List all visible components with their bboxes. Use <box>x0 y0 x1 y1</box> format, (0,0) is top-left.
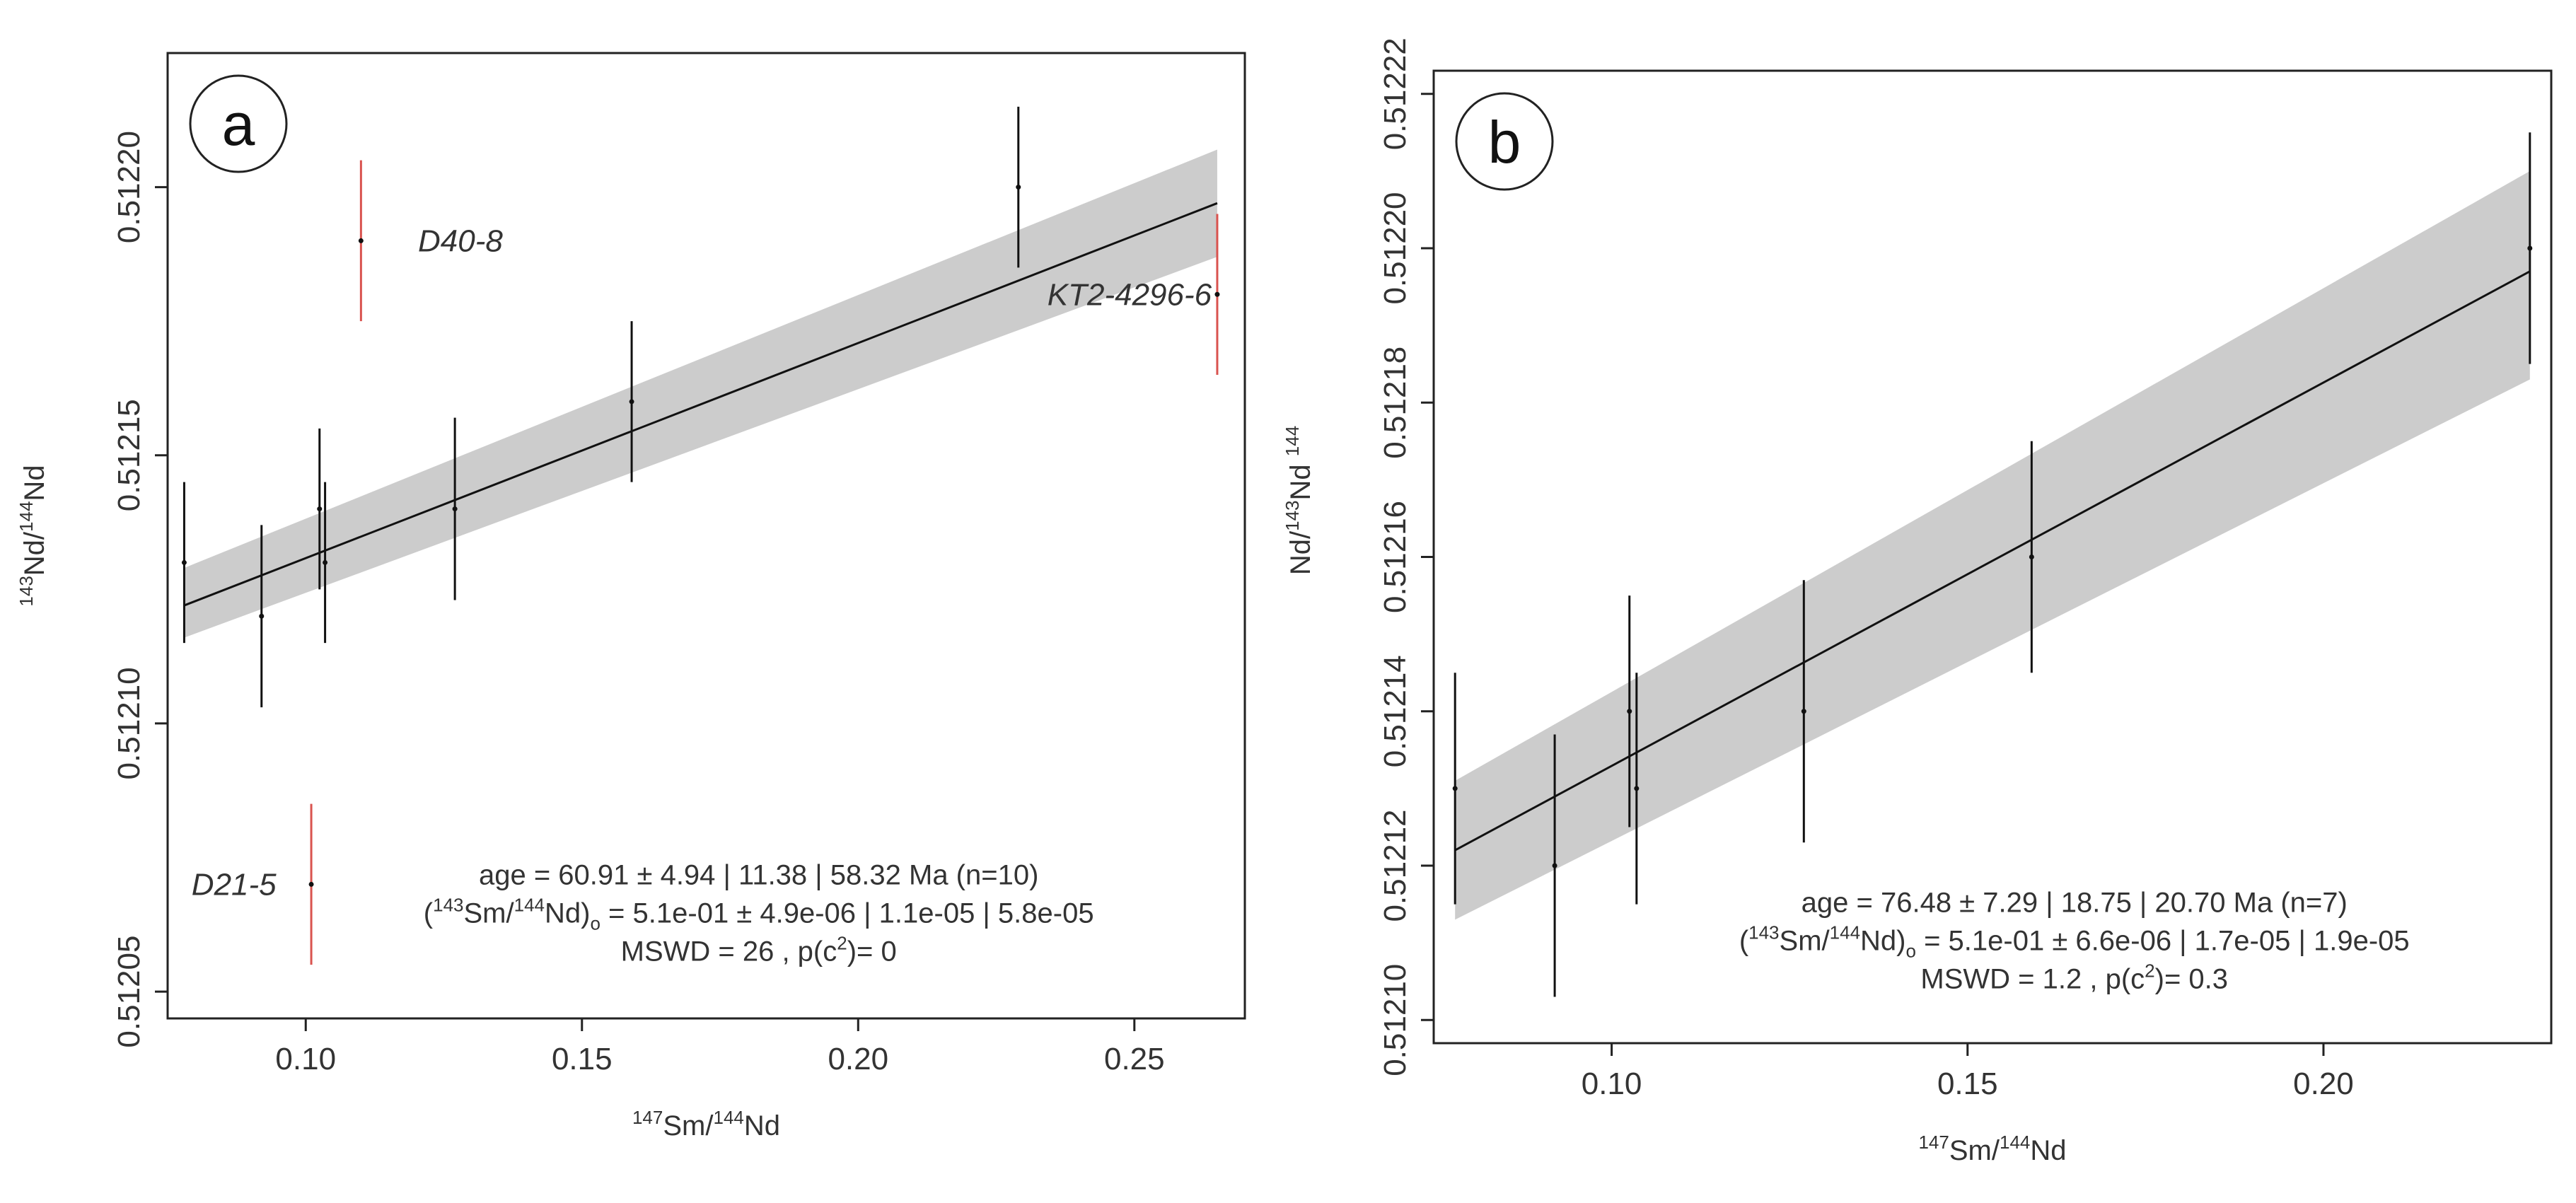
panel-b-data-point-5 <box>2029 554 2034 559</box>
x-title-base1: Sm/ <box>663 1110 714 1141</box>
panel-a-y-tick-label-0: 0.51205 <box>112 936 146 1048</box>
y-title-base1: Nd <box>1285 456 1316 500</box>
x-title-base2: Nd <box>744 1110 780 1141</box>
panel-b-y-tick-label-4: 0.51218 <box>1378 347 1412 459</box>
panel-b-data-point-2 <box>1627 709 1632 714</box>
panel-b-y-tick-label-1: 0.51212 <box>1378 809 1412 922</box>
mswd-a: MSWD = 1.2 , p(c <box>1920 963 2145 994</box>
mswd-b: )= 0.3 <box>2155 963 2228 994</box>
ratio-sup1: 143 <box>1748 922 1779 943</box>
y-title-sup2: 144 <box>16 501 37 532</box>
panel-a-x-tick-label-1: 0.15 <box>552 1042 613 1076</box>
panel-b: 0.10 0.15 0.20 0.51210 0.51212 0.51214 0.51216… <box>1282 37 2553 1166</box>
panel-b-stats-age: age = 76.48 ± 7.29 | 18.75 | 20.70 Ma (n… <box>1802 887 2348 918</box>
panel-a-data-point-4 <box>452 506 458 512</box>
panel-b-y-tick-label-2: 0.51214 <box>1378 655 1412 767</box>
panel-a: 0.10 0.15 0.20 0.25 0.51205 0.51210 0.51215 0.5… <box>16 52 1246 1141</box>
panel-a-y-tick-label-1: 0.51210 <box>112 667 146 779</box>
ratio-open: ( <box>1739 925 1749 956</box>
panel-b-y-tick-label-6: 0.51222 <box>1378 37 1412 150</box>
ratio-mid: Sm/ <box>464 897 515 929</box>
panel-b-data-point-1 <box>1552 863 1557 868</box>
panel-b-x-tick-label-2: 0.20 <box>2293 1067 2354 1101</box>
panel-b-y-tick-label-0: 0.51210 <box>1378 964 1412 1076</box>
panel-b-y-tick-label-3: 0.51216 <box>1378 501 1412 613</box>
panel-a-data-point-1 <box>259 613 265 619</box>
panel-b-data-point-6 <box>2527 245 2533 251</box>
panel-a-isochron-line <box>183 202 1218 607</box>
panel-a-letter: a <box>222 91 255 158</box>
panel-a-y-tick-label-2: 0.51215 <box>112 399 146 511</box>
panel-a-x-tick-label-3: 0.25 <box>1104 1042 1165 1076</box>
x-title-sup2: 144 <box>713 1107 743 1128</box>
panel-a-data-point-5 <box>629 399 634 405</box>
ratio-open: ( <box>424 897 434 929</box>
ratio-close: Nd) <box>1860 925 1905 956</box>
x-title-sup1: 147 <box>632 1107 663 1128</box>
panel-a-data-point-3 <box>323 559 328 565</box>
mswd-sup: 2 <box>837 932 847 953</box>
panel-a-data-point-0 <box>181 559 187 565</box>
panel-b-x-axis-title: 147Sm/144Nd <box>1918 1132 2066 1166</box>
panel-b-data-point-4 <box>1801 709 1806 714</box>
panel-a-x-axis-title: 147Sm/144Nd <box>632 1107 780 1141</box>
x-title-base2: Nd <box>2030 1135 2066 1166</box>
panel-a-data-point-6 <box>1016 185 1021 190</box>
panel-a-x-tick-label-2: 0.20 <box>828 1042 888 1076</box>
ratio-rest: = 5.1e-01 ± 6.6e-06 | 1.7e-05 | 1.9e-05 <box>1916 925 2410 956</box>
ratio-close: Nd) <box>545 897 590 929</box>
panel-b-stats-initial-ratio: (143Sm/144Nd)o = 5.1e-01 ± 6.6e-06 | 1.7… <box>1739 922 2410 961</box>
x-title-base1: Sm/ <box>1949 1135 2000 1166</box>
ratio-sub: o <box>1906 940 1916 961</box>
mswd-a: MSWD = 26 , p(c <box>621 936 837 967</box>
panel-b-x-tick-label-1: 0.15 <box>1937 1067 1998 1101</box>
y-title-sup1: 143 <box>16 576 37 606</box>
panel-a-y-tick-label-3: 0.51220 <box>112 131 146 243</box>
y-title-base2: Nd <box>19 465 50 501</box>
panel-b-isochron-line <box>1454 270 2531 852</box>
y-title-base1: Nd/ <box>19 531 50 576</box>
panel-a-data-point-8 <box>1214 291 1220 297</box>
mswd-b: )= 0 <box>847 936 897 967</box>
panel-a-data-point-9 <box>308 881 314 887</box>
panel-b-x-tick-label-0: 0.10 <box>1582 1067 1642 1101</box>
x-title-sup1: 147 <box>1918 1132 1949 1153</box>
panel-a-sample-label-0: D40-8 <box>418 223 503 258</box>
y-title-base0: Nd/ <box>1285 530 1316 575</box>
panel-b-confidence-band <box>1455 170 2530 920</box>
panel-a-y-axis-title: 143Nd/144Nd <box>16 465 50 606</box>
mswd-sup: 2 <box>2145 960 2154 981</box>
ratio-sup1: 143 <box>433 894 463 915</box>
panel-a-plot-frame <box>166 52 1246 1020</box>
panel-a-stats-age: age = 60.91 ± 4.94 | 11.38 | 58.32 Ma (n… <box>479 859 1038 890</box>
x-title-sup2: 144 <box>2000 1132 2030 1153</box>
panel-b-stats-mswd: MSWD = 1.2 , p(c2)= 0.3 <box>1920 960 2228 994</box>
ratio-rest: = 5.1e-01 ± 4.9e-06 | 1.1e-05 | 5.8e-05 <box>601 897 1094 929</box>
panel-a-letter-circle <box>189 74 288 173</box>
y-title-sup1: 143 <box>1282 501 1303 531</box>
panel-a-x-tick-label-0: 0.10 <box>275 1042 336 1076</box>
panel-a-sample-label-2: D21-5 <box>192 867 277 902</box>
panel-b-data-point-0 <box>1452 786 1458 791</box>
ratio-sup2: 144 <box>514 894 545 915</box>
ratio-mid: Sm/ <box>1780 925 1831 956</box>
panel-a-confidence-band <box>184 149 1217 638</box>
panel-b-data-point-3 <box>1634 786 1640 791</box>
panel-b-y-axis-title: Nd/143Nd 144 <box>1282 426 1316 575</box>
panel-a-data-point-7 <box>358 238 364 243</box>
ratio-sup2: 144 <box>1830 922 1860 943</box>
panel-a-sample-label-1: KT2-4296-6 <box>1048 277 1212 312</box>
y-title-sup2: 144 <box>1282 426 1303 456</box>
panel-b-y-tick-label-5: 0.51220 <box>1378 192 1412 304</box>
ratio-sub: o <box>590 912 600 934</box>
panel-a-stats-initial-ratio: (143Sm/144Nd)o = 5.1e-01 ± 4.9e-06 | 1.1… <box>424 894 1094 934</box>
panel-a-stats-mswd: MSWD = 26 , p(c2)= 0 <box>621 932 897 967</box>
panel-b-letter-circle <box>1455 92 1554 191</box>
panel-b-letter: b <box>1488 109 1521 175</box>
panel-a-data-point-2 <box>317 506 323 512</box>
